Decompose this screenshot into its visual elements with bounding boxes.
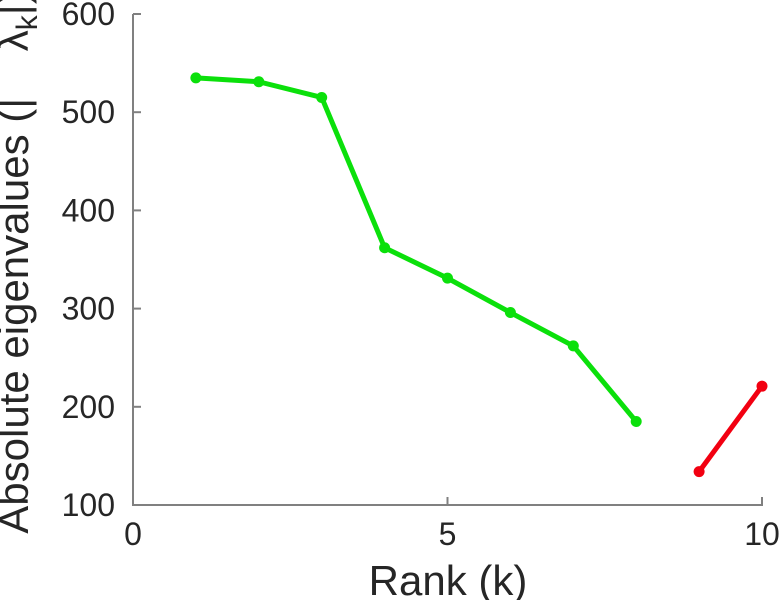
x-tick-label: 10 [744, 516, 780, 552]
x-tick-label: 5 [439, 516, 457, 552]
y-tick-label: 100 [62, 487, 115, 523]
x-axis-label: Rank (k) [369, 557, 528, 600]
y-axis-label-prefix: Absolute eigenvalues (| [0, 98, 37, 534]
y-tick-label: 200 [62, 389, 115, 425]
series-kept-eigenvalues-marker [316, 91, 328, 103]
series-discarded-eigenvalues-marker [756, 380, 768, 392]
y-axis-label-suffix: |) [0, 0, 37, 15]
series-kept-eigenvalues-line [193, 75, 639, 425]
lambda-subscript-k: k [11, 14, 44, 30]
series-kept-eigenvalues-marker [567, 340, 579, 352]
y-axis-label: Absolute eigenvalues (| λk|) [0, 0, 44, 534]
series-kept-eigenvalues-marker [504, 307, 516, 319]
y-tick-label: 500 [62, 94, 115, 130]
series-discarded-eigenvalues-marker [693, 466, 705, 478]
series-kept-eigenvalues-marker [379, 242, 391, 254]
series-kept-eigenvalues-marker [190, 72, 202, 84]
axes-layer: 100 200 300 400 500 600 0 5 10 [62, 0, 780, 552]
y-axis-label-gap [0, 51, 37, 98]
y-tick-label: 600 [62, 0, 115, 32]
y-tick-label: 400 [62, 192, 115, 228]
y-tick-label: 300 [62, 291, 115, 327]
series-kept-eigenvalues-marker [253, 76, 265, 88]
lambda-symbol: λ [0, 30, 37, 51]
series-layer [190, 72, 768, 478]
series-kept-eigenvalues-marker [630, 416, 642, 428]
series-discarded-eigenvalues-line [696, 383, 765, 475]
x-tick-label: 0 [124, 516, 142, 552]
series-kept-eigenvalues-marker [442, 272, 453, 284]
